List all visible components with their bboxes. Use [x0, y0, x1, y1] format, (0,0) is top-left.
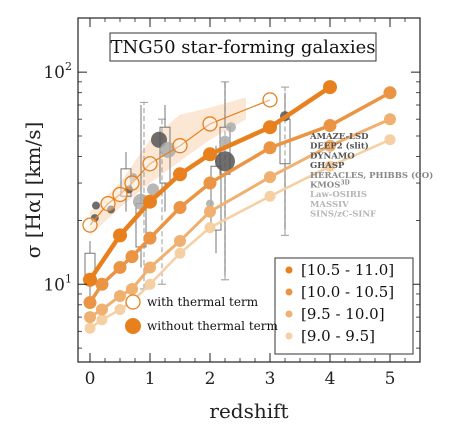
series-point — [264, 171, 276, 184]
series-point — [96, 303, 108, 316]
series-point — [323, 80, 337, 95]
legend-mass-label: [10.5 - 11.0] — [301, 261, 394, 279]
series-point — [263, 141, 277, 155]
obs-point — [215, 151, 235, 172]
survey-label: SINS/zC-SINF — [310, 210, 376, 220]
series-point — [173, 167, 187, 182]
series-point — [383, 86, 397, 100]
y-axis-label: σ [Hα] [km/s] — [21, 122, 45, 259]
series-point — [203, 176, 217, 190]
series-point — [144, 278, 156, 290]
series-point — [384, 134, 396, 146]
thermal-point — [100, 195, 116, 212]
legend-filled-marker — [125, 318, 141, 334]
series-point — [144, 261, 156, 274]
thermal-line — [89, 99, 271, 226]
thermal-point — [112, 186, 128, 203]
legend-mass-label: [9.0 - 9.5] — [301, 327, 375, 345]
series-point — [143, 231, 157, 245]
series-point — [174, 234, 186, 247]
x-tick-label: 1 — [145, 369, 156, 389]
legend-nothermal-label: without thermal term — [147, 319, 278, 333]
thermal-point — [124, 175, 140, 191]
title-box — [109, 32, 377, 62]
series-point — [173, 201, 187, 215]
survey-label: DEEP2 (slit) — [310, 141, 369, 152]
plot-frame — [77, 17, 421, 363]
survey-label: MASSIV — [310, 200, 349, 210]
obs-box — [120, 168, 132, 197]
series-line — [88, 91, 391, 304]
thermal-point — [142, 156, 158, 172]
series-point — [114, 304, 126, 316]
obs-point — [147, 183, 159, 196]
legend-mass-box — [274, 257, 414, 355]
thermal-point — [82, 217, 98, 233]
x-tick-label: 5 — [385, 369, 396, 389]
obs-box — [210, 165, 222, 231]
legend-mass-marker — [285, 266, 293, 274]
survey-label: Law-OSIRIS — [310, 190, 367, 200]
legend-mass-marker — [285, 288, 293, 296]
y-tick-label: 101 — [43, 272, 72, 295]
series-point — [113, 260, 127, 274]
series-point — [84, 311, 96, 324]
survey-label: KMOS3D — [310, 180, 350, 191]
legend-mass-marker — [285, 332, 293, 340]
series-point — [263, 120, 277, 135]
obs-point — [226, 122, 236, 133]
series-point — [114, 290, 126, 303]
y-tick-label: 102 — [43, 60, 72, 83]
series-point — [174, 247, 186, 259]
x-axis-label: redshift — [209, 399, 288, 423]
legend-thermal-label: with thermal term — [147, 295, 259, 309]
x-tick-label: 3 — [265, 369, 276, 389]
series-point — [323, 119, 337, 133]
series-point — [84, 322, 96, 334]
survey-label: GHASP — [310, 161, 345, 171]
survey-label: DYNAMO — [310, 151, 355, 161]
series-point — [324, 139, 336, 152]
chart-title: TNG50 star-forming galaxies — [111, 37, 376, 58]
series-point — [113, 228, 127, 243]
x-tick-label: 4 — [325, 369, 336, 389]
series-point — [204, 205, 216, 218]
legend-mass-label: [10.0 - 10.5] — [301, 283, 394, 301]
thermal-point — [202, 116, 218, 132]
obs-point — [206, 199, 214, 208]
thermal-band — [90, 97, 246, 236]
thermal-point — [262, 92, 278, 108]
survey-label: AMAZE-LSD — [309, 132, 369, 142]
survey-label: HERACLES, PHIBBS (CO) — [310, 170, 433, 181]
obs-point — [160, 141, 176, 158]
series-point — [126, 282, 138, 295]
legend-mass-label: [9.5 - 10.0] — [301, 305, 385, 323]
series-point — [143, 194, 157, 209]
series-point — [203, 147, 217, 162]
series-point — [95, 277, 109, 291]
x-tick-label: 0 — [85, 369, 96, 389]
series-point — [384, 113, 396, 126]
series-point — [324, 160, 336, 172]
series-point — [204, 222, 216, 234]
series-point — [83, 296, 97, 310]
legend-mass-marker — [285, 310, 293, 318]
series-point — [83, 272, 97, 287]
series-line — [89, 138, 391, 330]
series-line — [89, 117, 391, 319]
x-tick-label: 2 — [205, 369, 216, 389]
series-point — [264, 190, 276, 202]
obs-point — [92, 201, 100, 210]
series-point — [125, 250, 139, 264]
series-point — [96, 314, 108, 326]
legend-open-marker — [125, 294, 141, 310]
thermal-point — [172, 138, 188, 154]
